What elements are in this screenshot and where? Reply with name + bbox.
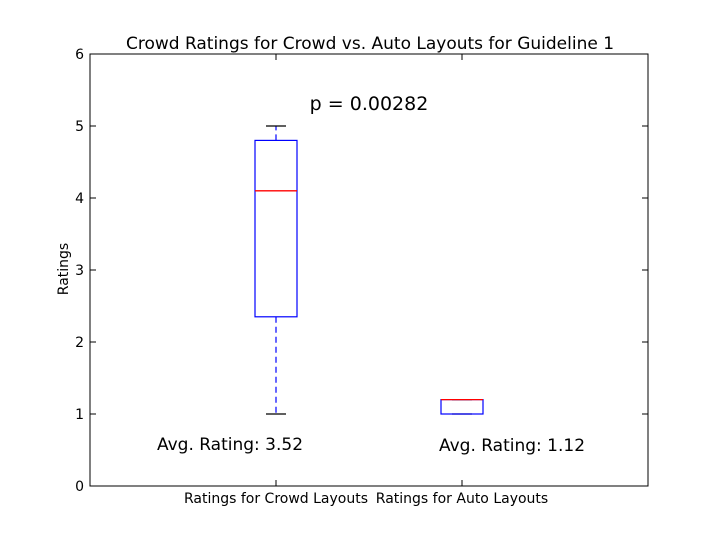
- y-tick-label: 0: [75, 479, 84, 495]
- chart-title: Crowd Ratings for Crowd vs. Auto Layouts…: [126, 34, 614, 54]
- x-tick-label: Ratings for Auto Layouts: [376, 491, 548, 507]
- y-tick-label: 1: [75, 407, 84, 423]
- y-tick-label: 4: [75, 191, 84, 207]
- p-value-annotation: p = 0.00282: [310, 93, 429, 115]
- box-series: [254, 125, 484, 415]
- avg-rating-crowd: Avg. Rating: 3.52: [157, 435, 303, 455]
- x-axis: Ratings for Crowd Layouts Ratings for Aut…: [184, 54, 548, 507]
- y-tick-label: 6: [75, 47, 84, 63]
- y-tick-label: 2: [75, 335, 84, 351]
- y-axis: 0 1 2 3 4 5 6: [75, 47, 648, 495]
- y-axis-label: Ratings: [56, 243, 72, 295]
- box-iqr: [254, 139, 298, 318]
- y-tick-label: 3: [75, 263, 84, 279]
- y-tick-label: 5: [75, 119, 84, 135]
- x-tick-label: Ratings for Crowd Layouts: [184, 491, 368, 507]
- avg-rating-auto: Avg. Rating: 1.12: [439, 436, 585, 456]
